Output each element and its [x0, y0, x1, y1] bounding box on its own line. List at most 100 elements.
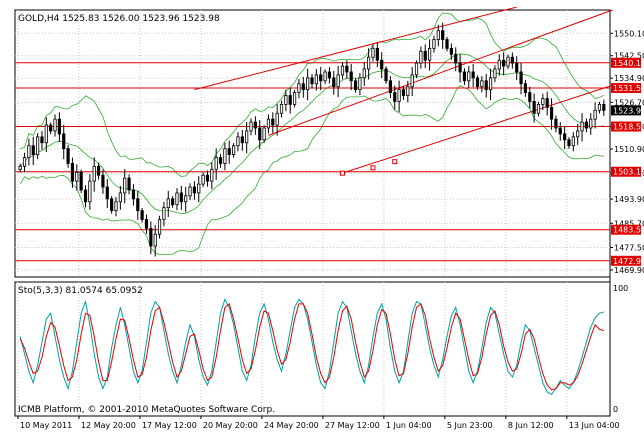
level-label: 1503.18	[613, 168, 644, 177]
candle	[205, 170, 210, 187]
candle	[488, 68, 493, 101]
stoch-header: Sto(5,3,3) 81.0574 65.0952	[18, 286, 143, 296]
candle	[70, 157, 75, 188]
candle	[436, 24, 440, 47]
candle	[371, 44, 375, 62]
candle	[27, 138, 31, 166]
candle	[271, 112, 275, 134]
time-tick-label: 27 May 12:00	[325, 421, 380, 430]
candle	[75, 164, 79, 191]
candle	[262, 125, 266, 143]
candle	[66, 144, 70, 168]
candle	[558, 122, 562, 141]
stoch-main-line	[19, 298, 604, 396]
time-tick-label: 12 May 20:00	[81, 421, 136, 430]
price-tick-label: 1469.90	[614, 266, 644, 275]
candle	[127, 174, 131, 195]
time-tick-label: 24 May 20:00	[264, 421, 319, 430]
candle	[36, 133, 40, 159]
candle	[79, 169, 83, 194]
candle	[123, 169, 127, 204]
candle	[367, 48, 371, 80]
candle	[462, 68, 467, 86]
candle	[171, 196, 175, 208]
time-tick-label: 13 Jun 04:00	[569, 421, 620, 430]
price-panel	[14, 9, 611, 278]
candle	[332, 70, 336, 95]
trendline[interactable]	[194, 6, 517, 91]
candle	[92, 157, 96, 192]
trendline-anchor[interactable]	[392, 159, 398, 165]
candle	[349, 63, 353, 91]
trendline-anchor[interactable]	[370, 165, 376, 171]
candle	[301, 76, 305, 98]
candle	[62, 124, 66, 160]
candle	[493, 65, 497, 83]
candle	[554, 115, 558, 133]
stoch-tick-0: 0	[613, 405, 618, 414]
candle	[584, 118, 588, 133]
candle	[288, 87, 292, 114]
candle	[105, 179, 109, 209]
candle	[136, 190, 140, 220]
candle	[131, 184, 136, 206]
candle	[580, 113, 584, 142]
candle	[484, 73, 488, 98]
candle	[179, 186, 183, 210]
candle	[223, 142, 227, 171]
candle	[528, 86, 532, 109]
candle	[475, 75, 480, 90]
candle	[467, 66, 471, 88]
price-tick-label: 1477.50	[614, 243, 644, 252]
candle	[532, 93, 536, 123]
candle	[480, 76, 484, 93]
candle	[445, 36, 449, 52]
candle	[432, 35, 436, 53]
price-tick-label: 1510.90	[614, 145, 644, 154]
candle	[536, 101, 541, 117]
level-label-box	[611, 166, 641, 177]
candle	[419, 46, 423, 69]
candle	[306, 68, 310, 101]
trendline-anchor[interactable]	[339, 170, 345, 176]
candle	[175, 188, 179, 211]
candle	[232, 143, 236, 158]
trendline[interactable]	[268, 9, 613, 136]
candle	[597, 101, 602, 114]
time-tick-label: 20 May 20:00	[203, 421, 258, 430]
stoch-tick-100: 100	[613, 284, 628, 293]
band-lower	[19, 84, 604, 256]
current-price-box	[611, 105, 641, 116]
price-tick-label: 1493.90	[614, 195, 644, 204]
candle	[523, 80, 528, 97]
candle	[210, 162, 214, 190]
candle	[31, 136, 35, 166]
time-tick-label: 1 Jun 04:00	[386, 421, 432, 430]
candle	[214, 148, 218, 180]
candle	[253, 116, 257, 135]
candle	[393, 85, 397, 110]
trendline[interactable]	[342, 84, 613, 174]
candle	[157, 215, 162, 239]
candle	[266, 114, 271, 134]
price-tick-label: 1542.50	[614, 52, 644, 61]
time-tick-label: 17 May 12:00	[142, 421, 197, 430]
candle	[284, 89, 288, 112]
candle	[162, 201, 166, 227]
candle	[22, 152, 27, 172]
price-tick-label: 1550.10	[614, 29, 644, 38]
level-label-box	[611, 224, 641, 235]
price-tick-label: 1534.90	[614, 74, 644, 83]
level-label: 1540.10	[613, 59, 644, 68]
candle	[258, 120, 262, 150]
candle	[593, 102, 597, 129]
candle	[240, 129, 244, 151]
candle	[397, 80, 401, 112]
candle	[576, 124, 580, 145]
stoch-signal-line	[19, 303, 604, 391]
candle	[314, 69, 318, 91]
candle	[441, 22, 445, 49]
candle	[188, 183, 192, 201]
